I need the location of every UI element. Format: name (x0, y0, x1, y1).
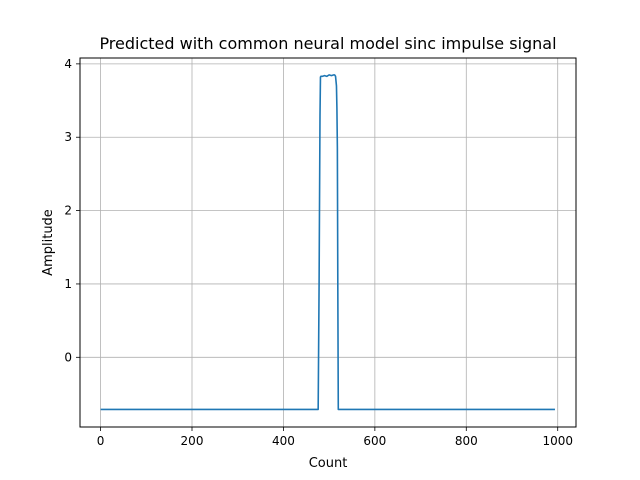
y-tick-label: 2 (64, 204, 72, 218)
y-tick-label: 3 (64, 130, 72, 144)
x-tick-label: 0 (97, 434, 105, 448)
x-tick-label: 400 (272, 434, 295, 448)
ticks: 0 200 400 600 800 1000 0 1 2 3 4 (64, 57, 573, 448)
y-tick-label: 0 (64, 350, 72, 364)
x-tick-label: 600 (363, 434, 386, 448)
plot-frame (79, 57, 577, 428)
x-tick-label: 1000 (542, 434, 573, 448)
plot-area (100, 74, 555, 411)
chart-title: Predicted with common neural model sinc … (99, 34, 556, 53)
y-tick-label: 4 (64, 57, 72, 71)
x-axis-label: Count (309, 456, 348, 471)
y-tick-label: 1 (64, 277, 72, 291)
y-axis-label: Amplitude (41, 209, 56, 276)
series-line (100, 74, 555, 411)
grid (80, 58, 576, 427)
x-tick-label: 200 (181, 434, 204, 448)
x-tick-label: 800 (455, 434, 478, 448)
